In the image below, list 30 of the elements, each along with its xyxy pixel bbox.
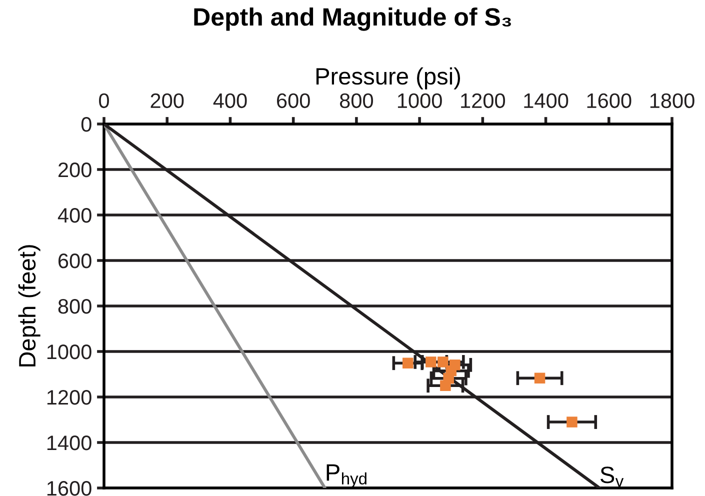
x-tick-label: 1000 <box>398 93 442 108</box>
x-tick-label: 1400 <box>524 93 568 108</box>
point <box>438 356 448 368</box>
y-tick-label: 200 <box>58 162 92 178</box>
y-tick-label: 1000 <box>47 344 92 360</box>
y-axis-title: Depth (feet) <box>18 245 40 366</box>
y-tick-label: 1600 <box>47 481 92 496</box>
chart-title: Depth and Magnitude of S₃ <box>194 7 511 31</box>
x-tick-label: 1600 <box>587 93 632 108</box>
x-tick-label: 1200 <box>461 93 506 108</box>
series-label: S$_{v}$ <box>600 466 624 487</box>
x-tick-label: 800 <box>340 93 374 108</box>
point <box>566 416 578 428</box>
x-tick-label: 600 <box>277 93 310 108</box>
y-tick-label: 1400 <box>47 436 92 450</box>
y-tick-label: 400 <box>58 208 92 223</box>
x-axis-title: Pressure (psi) <box>316 67 460 90</box>
point <box>440 380 451 392</box>
y-tick-label: 1200 <box>47 390 92 405</box>
point <box>534 372 546 384</box>
y-tick-label: 600 <box>58 254 92 268</box>
series-label: P$_{hyd}$ <box>326 464 366 488</box>
y-tick-label: 800 <box>58 299 92 314</box>
x-tick-label: 400 <box>213 93 247 108</box>
x-tick-label: 200 <box>150 93 184 108</box>
point <box>426 356 436 368</box>
x-tick-label: 0 <box>99 93 109 108</box>
x-tick-label: 1800 <box>650 93 694 108</box>
y-tick-label: 0 <box>81 117 92 132</box>
point <box>402 358 414 368</box>
